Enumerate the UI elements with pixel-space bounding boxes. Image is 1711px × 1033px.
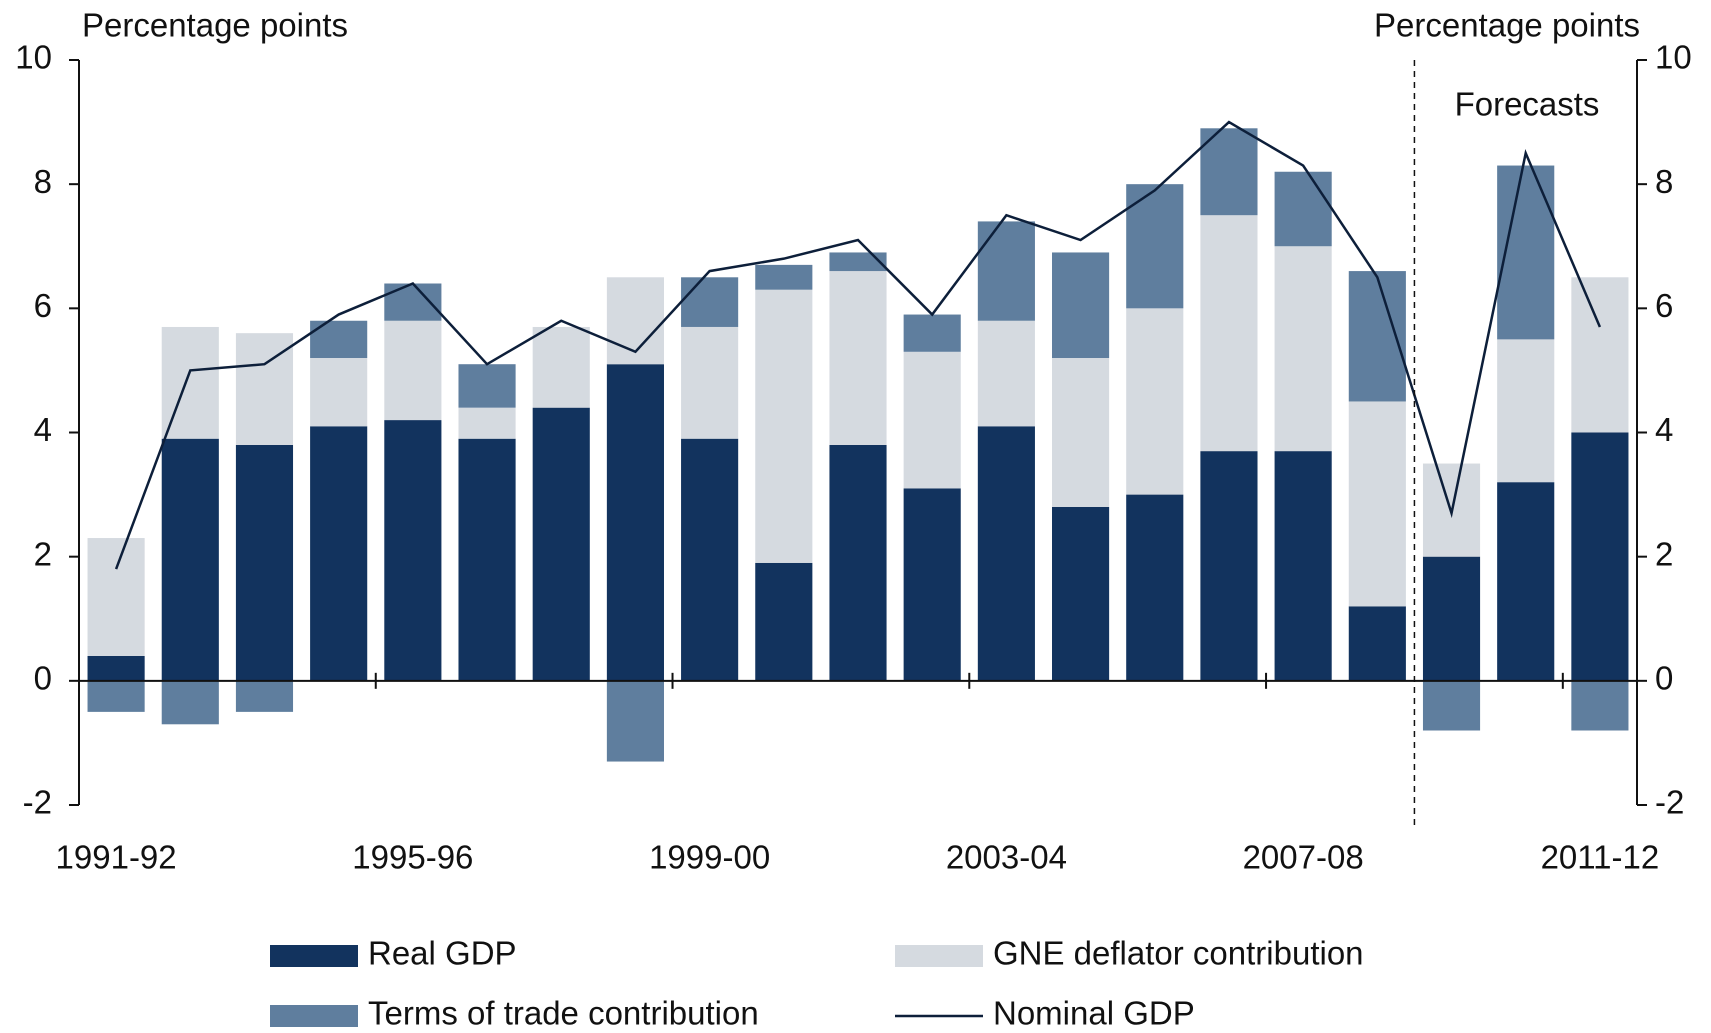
- x-tick-label: 1995-96: [352, 839, 473, 876]
- bar: [1126, 184, 1184, 309]
- bar: [1200, 215, 1258, 452]
- bar: [235, 680, 294, 712]
- y-tick-label: 4: [34, 411, 52, 448]
- y2-tick-label: 6: [1655, 287, 1673, 324]
- line: [114, 120, 1602, 570]
- y-tick-label: 0: [34, 660, 52, 697]
- bar: [458, 364, 516, 408]
- x-tick-label: 2003-04: [946, 839, 1067, 876]
- legend-label: Terms of trade contribution: [368, 995, 759, 1032]
- bar: [606, 680, 664, 762]
- bar: [384, 320, 442, 421]
- y-tick-label: -2: [23, 784, 52, 821]
- bar: [977, 426, 1035, 681]
- bar: [1571, 680, 1629, 731]
- legend-swatch: [270, 945, 358, 967]
- legend-swatch: [895, 945, 983, 967]
- bar: [310, 358, 368, 427]
- bar: [310, 320, 368, 358]
- bar: [977, 221, 1035, 321]
- bar: [1348, 271, 1406, 402]
- bar: [1274, 246, 1332, 452]
- bar: [458, 407, 516, 439]
- bar: [532, 407, 590, 681]
- bar: [1348, 401, 1406, 607]
- bar: [977, 320, 1035, 427]
- bar: [458, 438, 516, 681]
- bar: [87, 538, 145, 656]
- bar: [1497, 339, 1555, 483]
- x-tick-label: 2011-12: [1541, 839, 1660, 876]
- legend-label: Nominal GDP: [993, 995, 1195, 1032]
- bar: [903, 314, 961, 352]
- y-tick-label: 8: [34, 163, 52, 200]
- bar: [681, 277, 739, 327]
- bar: [903, 351, 961, 489]
- bar: [1200, 451, 1258, 681]
- bar: [161, 438, 219, 681]
- bar: [384, 420, 442, 681]
- bar: [1348, 606, 1406, 681]
- bar: [829, 444, 887, 681]
- bar: [1126, 308, 1184, 495]
- x-tick-label: 1991-92: [56, 839, 177, 876]
- bar: [1274, 171, 1332, 247]
- legend-label: Real GDP: [368, 935, 517, 972]
- bar: [1422, 556, 1481, 681]
- y2-tick-label: 0: [1655, 660, 1673, 697]
- y2-tick-label: -2: [1655, 784, 1684, 821]
- bar: [755, 562, 813, 681]
- bar: [161, 680, 219, 725]
- y-axis-label: Percentage points: [82, 7, 348, 44]
- bar: [903, 488, 961, 681]
- bar: [532, 326, 590, 408]
- bar: [1571, 432, 1629, 681]
- bar: [1274, 451, 1332, 681]
- x-tick-label: 1999-00: [649, 839, 770, 876]
- bar: [1497, 482, 1555, 681]
- bar: [1052, 252, 1110, 358]
- y-tick-label: 6: [34, 287, 52, 324]
- y2-tick-label: 10: [1655, 39, 1692, 76]
- bar: [755, 264, 813, 290]
- y2-axis-label: Percentage points: [1374, 7, 1640, 44]
- x-tick-label: 2007-08: [1243, 839, 1364, 876]
- y-tick-label: 10: [15, 39, 52, 76]
- legend-swatch: [270, 1005, 358, 1027]
- bar: [235, 444, 294, 681]
- bar: [310, 426, 368, 681]
- bar: [1052, 507, 1110, 681]
- bar: [829, 271, 887, 445]
- y2-tick-label: 4: [1655, 411, 1673, 448]
- bar: [1422, 680, 1481, 731]
- y2-tick-label: 8: [1655, 163, 1673, 200]
- bar: [1571, 277, 1629, 433]
- bar: [87, 680, 145, 712]
- bar: [606, 364, 664, 681]
- bar: [1052, 358, 1110, 507]
- legend-label: GNE deflator contribution: [993, 935, 1364, 972]
- bar: [606, 277, 664, 365]
- bar: [755, 289, 813, 563]
- bar: [1200, 128, 1258, 216]
- bar: [829, 252, 887, 272]
- bar: [1126, 494, 1184, 681]
- bar: [1497, 165, 1555, 340]
- bar: [681, 438, 739, 681]
- bar: [384, 283, 442, 321]
- y-tick-label: 2: [34, 535, 52, 572]
- bar: [87, 656, 145, 681]
- bar: [681, 326, 739, 439]
- annotation: Forecasts: [1455, 86, 1600, 123]
- y2-tick-label: 2: [1655, 535, 1673, 572]
